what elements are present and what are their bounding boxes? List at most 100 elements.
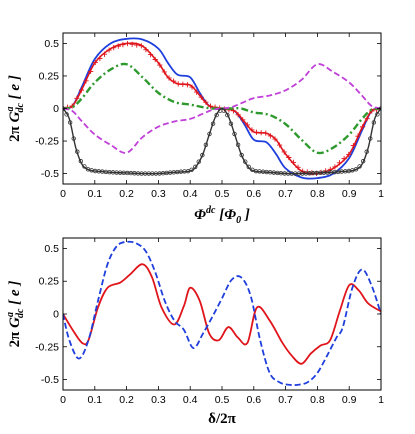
plus-marker [258, 130, 264, 136]
circle-marker [235, 142, 241, 148]
y-tick-label: -0.5 [41, 374, 59, 386]
x-tick-label: 0.7 [278, 188, 293, 200]
plus-marker [106, 47, 112, 53]
circle-marker [67, 120, 73, 125]
x-tick-label: 0.6 [246, 188, 261, 200]
plus-marker [290, 159, 297, 165]
x-tick-label: 0.1 [87, 394, 102, 406]
y-tick-label: 0.25 [39, 70, 60, 82]
circle-marker [210, 121, 216, 126]
top-panel: 0 0.1 0.2 0.3 0.4 0.5 0.6 0.7 0.8 0.9 1 -0.5 -0.25 0 0… [5, 32, 384, 226]
plus-marker [332, 164, 338, 170]
plus-marker [203, 99, 209, 105]
circle-marker [196, 159, 201, 164]
circle-marker [207, 131, 212, 137]
plus-marker [346, 151, 352, 158]
x-tick-label: 0.9 [342, 394, 357, 406]
circle-marker [64, 112, 69, 117]
plus-marker [129, 41, 135, 47]
plus-marker [355, 133, 361, 139]
circle-marker [360, 159, 366, 164]
circle-marker [189, 167, 194, 173]
y-axis-label: 2π Gadc [ e ] [5, 75, 26, 142]
series-line-2 [63, 240, 381, 386]
series-markers-5 [63, 106, 381, 176]
x-tick-label: 0.5 [215, 188, 230, 200]
y-tick-label: 0.25 [39, 276, 60, 288]
circle-marker [225, 112, 230, 118]
plus-marker [152, 56, 158, 63]
series-line-5 [63, 107, 381, 175]
plus-marker [295, 164, 301, 170]
plus-marker [249, 127, 255, 133]
plus-marker [341, 156, 347, 162]
plus-marker [267, 133, 273, 139]
plus-marker [88, 68, 94, 75]
circle-marker [75, 149, 80, 154]
circle-marker [185, 168, 191, 174]
plus-marker [194, 89, 200, 95]
x-tick-label: 0.8 [310, 188, 325, 200]
plus-marker [336, 160, 343, 166]
plus-marker [97, 55, 103, 61]
circle-marker [368, 136, 373, 141]
circle-marker [357, 164, 362, 169]
plus-marker [189, 84, 195, 90]
plus-marker [272, 136, 278, 142]
bottom-panel: 0 0.1 0.2 0.3 0.4 0.5 0.6 0.7 0.8 0.9 1 -0.5 -0.25 0 0… [5, 237, 384, 427]
plus-marker [143, 47, 149, 53]
plus-marker [184, 82, 191, 88]
circle-marker [364, 149, 369, 154]
plus-marker [281, 149, 287, 155]
circle-marker [232, 131, 237, 137]
series-group [63, 37, 381, 180]
series-group [63, 240, 381, 386]
circle-marker [228, 121, 234, 126]
y-tick-label: 0.5 [44, 38, 59, 50]
series-line-1 [63, 263, 381, 365]
circle-marker [221, 108, 226, 113]
x-tick-label: 0.1 [87, 188, 102, 200]
x-tick-label: 0.6 [246, 394, 261, 406]
plus-marker [83, 78, 89, 84]
y-tick-label: -0.5 [41, 168, 59, 180]
circle-marker [239, 152, 244, 158]
x-tick-label: 0.7 [278, 394, 293, 406]
x-tick-label: 0 [60, 188, 66, 200]
circle-marker [71, 136, 76, 141]
x-tick-label: 1 [378, 394, 384, 406]
plus-marker [157, 62, 163, 68]
plus-marker [74, 95, 80, 101]
circle-marker [82, 164, 87, 169]
circle-marker [243, 159, 248, 164]
plus-marker [171, 78, 177, 84]
circle-marker [78, 159, 84, 164]
x-tick-label: 0.5 [215, 394, 230, 406]
plus-marker [134, 42, 140, 48]
circle-marker [193, 164, 198, 170]
x-axis-label: δ/2π [208, 411, 236, 427]
plot-frame [62, 237, 382, 391]
x-tick-label: 0.4 [183, 188, 198, 200]
plus-marker [161, 69, 167, 75]
x-tick-label: 0.3 [151, 394, 166, 406]
y-tick-label: 0 [53, 309, 59, 321]
y-tick-label: -0.25 [35, 136, 59, 148]
plus-marker [235, 112, 241, 118]
x-tick-label: 0 [60, 394, 66, 406]
x-tick-label: 0.9 [342, 188, 357, 200]
y-tick-label: 0 [53, 103, 59, 115]
circle-marker [200, 152, 205, 158]
plus-marker [138, 43, 144, 49]
plus-marker [147, 52, 154, 58]
plus-marker [263, 130, 269, 136]
x-axis-label: Φdc [Φ0 ] [194, 205, 250, 226]
y-tick-label: 0.5 [44, 243, 59, 255]
circle-marker [353, 167, 359, 172]
plus-marker [92, 59, 98, 66]
plus-marker [327, 166, 333, 172]
plus-marker [175, 81, 181, 87]
circle-marker [203, 142, 209, 148]
circle-marker [246, 164, 251, 170]
circle-marker [371, 120, 377, 125]
